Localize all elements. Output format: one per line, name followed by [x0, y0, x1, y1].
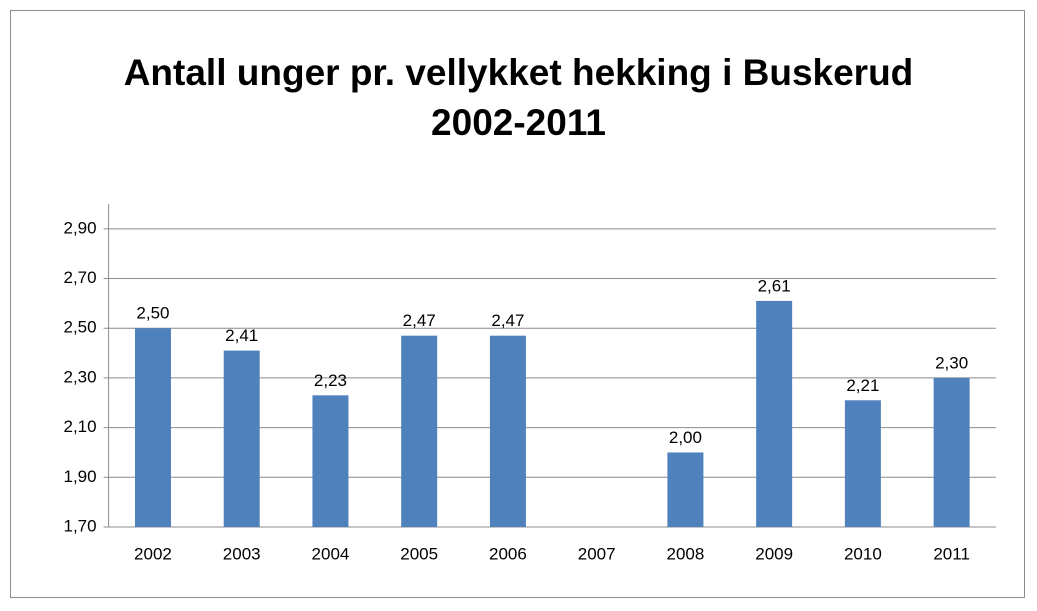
- value-label: 2,47: [491, 311, 524, 330]
- x-tick-label: 2010: [844, 544, 882, 563]
- value-label: 2,23: [314, 371, 347, 390]
- bar: [756, 300, 793, 527]
- bar: [223, 350, 260, 527]
- y-tick-label: 2,10: [64, 417, 97, 436]
- bar: [401, 335, 438, 527]
- x-tick-label: 2011: [933, 544, 970, 563]
- x-tick-label: 2002: [134, 544, 172, 563]
- bar: [844, 400, 881, 527]
- bar: [134, 328, 171, 527]
- x-tick-label: 2003: [223, 544, 261, 563]
- x-tick-label: 2006: [489, 544, 527, 563]
- value-label: 2,50: [136, 304, 169, 323]
- x-tick-label: 2004: [312, 544, 350, 563]
- x-tick-label: 2007: [578, 544, 616, 563]
- bar: [667, 452, 704, 527]
- y-tick-label: 2,30: [64, 367, 97, 386]
- title-box: Antall unger pr. vellykket hekking i Bus…: [0, 48, 1037, 148]
- x-tick-label: 2009: [755, 544, 793, 563]
- bar: [489, 335, 526, 527]
- value-label: 2,47: [403, 311, 436, 330]
- bar: [312, 395, 349, 527]
- x-tick-label: 2005: [400, 544, 438, 563]
- y-tick-label: 1,70: [64, 516, 97, 535]
- y-tick-label: 1,90: [64, 467, 97, 486]
- value-label: 2,21: [846, 376, 879, 395]
- chart-title: Antall unger pr. vellykket hekking i Bus…: [123, 52, 914, 143]
- chart-frame: [10, 10, 1025, 598]
- value-label: 2,00: [669, 428, 702, 447]
- y-tick-label: 2,70: [64, 268, 97, 287]
- value-label: 2,61: [758, 276, 791, 295]
- value-label: 2,30: [935, 353, 968, 372]
- y-tick-label: 2,50: [64, 318, 97, 337]
- bar: [933, 377, 970, 527]
- x-tick-label: 2008: [666, 544, 704, 563]
- value-label: 2,41: [225, 326, 258, 345]
- y-tick-label: 2,90: [64, 218, 97, 237]
